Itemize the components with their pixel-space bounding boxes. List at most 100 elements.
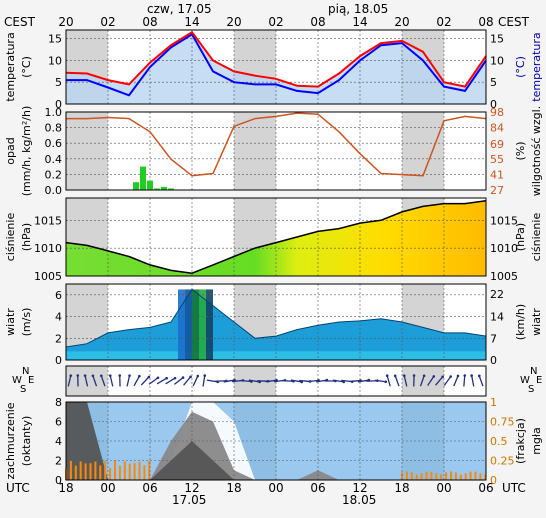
right-tick-label: 27 [490,184,504,197]
wind-arrow-head [456,374,460,378]
rose-s: S [528,384,534,395]
left-tick-label: 0.0 [45,184,63,197]
temperature-right-label: temperatura [530,32,543,101]
wind-arrow-head [128,374,131,377]
bottom-tick-label: 18 [394,481,409,495]
panel-frame [65,29,487,105]
precip-panel: 0.0 0.2 0.4 0.6 0.8 1.0 27 41 55 69 84 98 opad (mm/h,… [4,106,543,197]
day2-footer: 18.05 [342,493,376,507]
wind-arrow [173,377,184,385]
bottom-tick-label: 06 [478,481,493,495]
fog-bar [401,472,403,480]
fog-bar [123,461,126,480]
right-tick-label: 1 [490,396,497,409]
pressure-left-label: ciśnienie [4,213,17,262]
top-tick-label: 14 [352,15,367,29]
left-tick-label: 0.8 [45,122,63,135]
humidity-right-label: wilgotność wzgl. [530,106,543,196]
wind-arrow-head [402,374,406,377]
right-tick-label: 55 [490,153,504,166]
night-band [234,112,276,190]
fog-bar [464,473,467,480]
wind-arrow [183,376,192,386]
top-left-cest-label: CEST [4,15,36,29]
fog-bar [104,460,107,480]
wind-arrow-head [422,374,426,378]
day1-header: czw, 17.05 [147,2,212,16]
fog-bar [405,471,408,480]
wind-line [65,288,487,348]
fog-right-unit: (frakcja) [514,418,527,464]
top-tick-label: 02 [436,15,451,29]
left-tick-label: 2 [55,455,62,468]
right-tick-label: 22 [490,288,504,301]
bottom-right-utc-label: UTC [502,481,526,495]
fog-bar [474,471,477,480]
wind-arrow [307,379,319,383]
wind-arrow [248,379,260,383]
left-tick-label: 1005 [34,270,62,283]
left-tick-label: 10 [48,54,62,67]
wind-arrow-head [118,374,122,377]
right-tick-label: 98 [490,106,504,119]
fog-bar [479,473,482,480]
left-tick-label: 1010 [34,242,62,255]
fog-bar [445,472,448,480]
wind-arrow-head [165,376,168,380]
top-tick-label: 08 [310,15,325,29]
fog-bar [415,474,418,480]
fog-bar [74,465,77,480]
top-tick-label: 14 [184,15,199,29]
right-tick-label: 1005 [490,270,518,283]
top-tick-label: 02 [268,15,283,29]
dewpoint-line [66,33,487,97]
bottom-tick-label: 00 [100,481,115,495]
wind-arrow-head [83,374,87,377]
wind-arrow [133,375,140,387]
left-tick-label: 8 [55,396,62,409]
left-tick-label: 1.0 [45,106,63,119]
right-tick-label: 0 [490,354,497,367]
rose-n: N [530,366,537,377]
temperature-left-label: temperatura [4,32,17,101]
fog-bar [435,473,438,480]
left-tick-label: 4 [55,311,62,324]
fog-bar [94,461,97,480]
precip-bar [161,186,167,190]
precip-left-label: opad [4,137,17,164]
panel-frame [65,365,487,397]
left-tick-label: 2 [55,332,62,345]
wind-arrow [165,377,176,385]
fog-bar [133,462,136,480]
rose-e: E [536,375,542,386]
bottom-tick-label: 18 [226,481,241,495]
wind-arrow-head [108,374,112,377]
left-tick-label: 4 [55,435,62,448]
fog-bar [425,471,428,480]
top-tick-label: 08 [142,15,157,29]
rose-n: N [22,366,29,377]
bottom-tick-label: 00 [268,481,283,495]
humidity-line [66,112,487,177]
top-tick-label: 20 [58,15,73,29]
precip-bar [154,188,160,190]
top-tick-label: 08 [478,15,493,29]
wind-arrow-head [432,375,436,378]
wind-gust-band [199,289,206,360]
left-tick-label: 0 [55,354,62,367]
pressure-right-unit: (hPa) [514,223,527,251]
fog-bar [459,474,462,480]
right-tick-label: 41 [490,169,504,182]
pressure-left-unit: (hPa) [20,223,33,251]
wind-arrow-head [173,376,177,380]
precip-bar [140,166,146,190]
night-band [66,112,108,190]
wind-arrow-head [181,376,185,379]
wind-arrow [148,377,159,385]
wind-arrow-head [99,374,103,378]
